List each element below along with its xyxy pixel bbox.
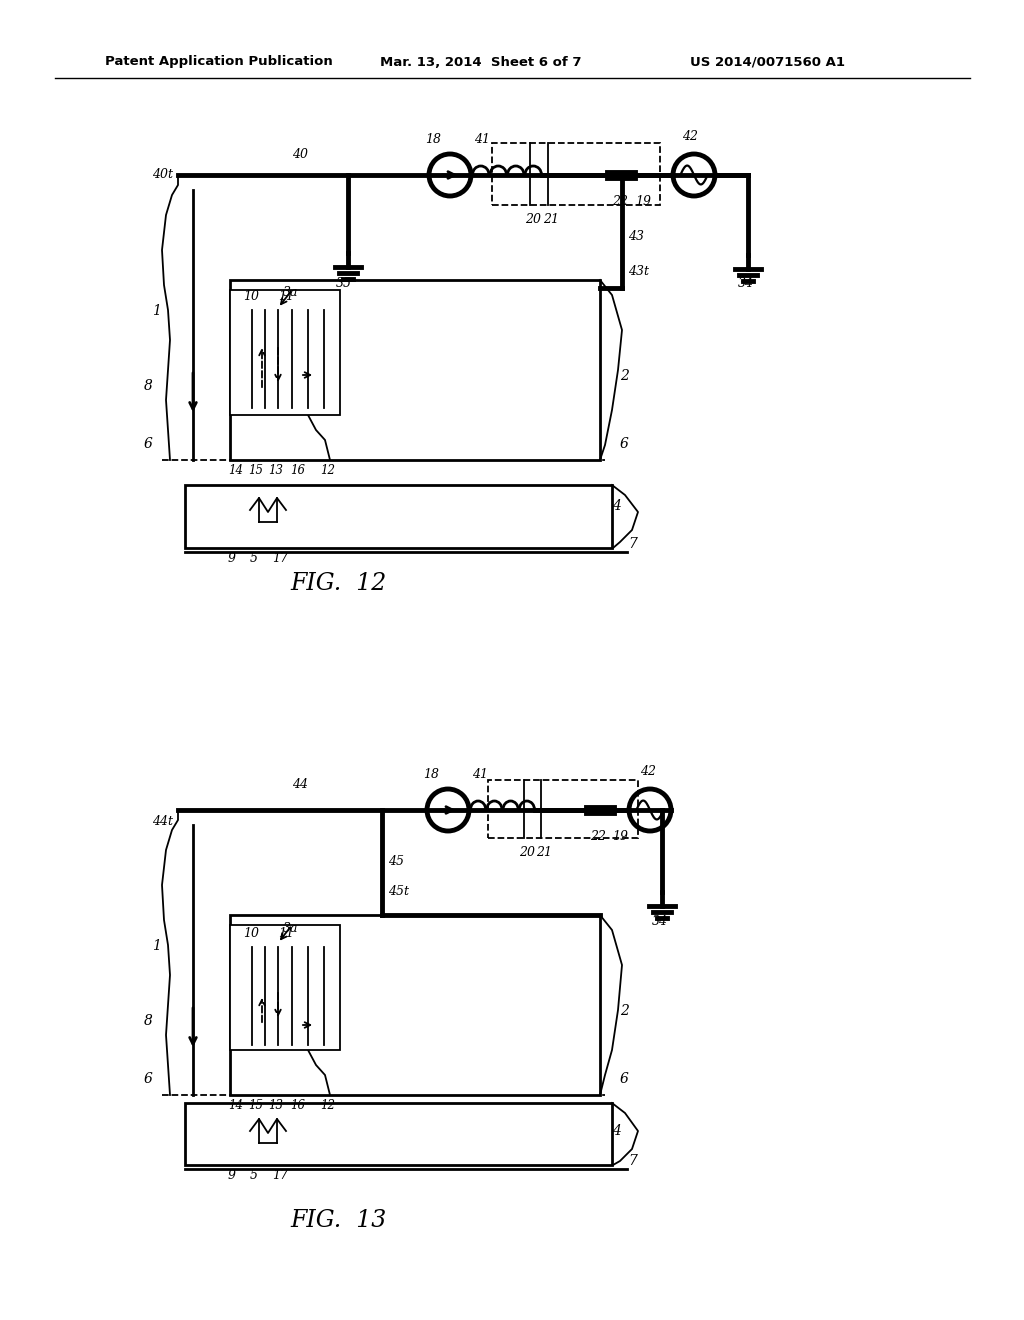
Text: 34: 34	[738, 277, 754, 290]
Text: 45t: 45t	[388, 884, 409, 898]
Text: 17: 17	[272, 552, 288, 565]
Text: 15: 15	[248, 465, 263, 477]
Text: 11: 11	[278, 290, 294, 304]
Text: 12: 12	[319, 1100, 335, 1111]
Bar	[230, 925, 340, 1049]
Text: 5: 5	[250, 552, 258, 565]
Text: FIG.  12: FIG. 12	[290, 572, 386, 595]
Text: Patent Application Publication: Patent Application Publication	[105, 55, 333, 69]
Text: FIG.  13: FIG. 13	[290, 1209, 386, 1232]
Text: 9: 9	[228, 552, 236, 565]
Text: 40: 40	[292, 148, 308, 161]
Text: 20: 20	[519, 846, 535, 859]
Text: 22: 22	[590, 830, 606, 843]
Text: 16: 16	[290, 465, 305, 477]
Text: 9: 9	[228, 1170, 236, 1181]
Text: 6: 6	[620, 1072, 629, 1086]
Bar	[230, 280, 600, 459]
Text: 8: 8	[144, 379, 153, 393]
Text: 4: 4	[612, 499, 621, 513]
Text: 13: 13	[268, 465, 283, 477]
Text: 6: 6	[144, 1072, 153, 1086]
Bar	[185, 484, 612, 548]
Text: 40t: 40t	[152, 168, 173, 181]
Text: 16: 16	[290, 1100, 305, 1111]
Text: 1: 1	[152, 304, 161, 318]
Text: 6: 6	[620, 437, 629, 451]
Text: 4: 4	[612, 1125, 621, 1138]
Text: US 2014/0071560 A1: US 2014/0071560 A1	[690, 55, 845, 69]
Text: 35: 35	[336, 277, 352, 290]
Text: 44: 44	[292, 777, 308, 791]
Text: 14: 14	[228, 1100, 243, 1111]
Text: 11: 11	[278, 927, 294, 940]
Text: 21: 21	[536, 846, 552, 859]
Text: 2: 2	[620, 1005, 629, 1018]
Text: 7: 7	[628, 1154, 637, 1168]
Text: 5: 5	[250, 1170, 258, 1181]
Text: 6: 6	[144, 437, 153, 451]
Text: 18: 18	[423, 768, 439, 781]
Text: 22: 22	[612, 195, 628, 209]
Bar	[185, 1104, 612, 1166]
Text: 43: 43	[628, 230, 644, 243]
Text: 12: 12	[319, 465, 335, 477]
Text: 7: 7	[628, 537, 637, 550]
Text: 42: 42	[682, 129, 698, 143]
Bar	[230, 290, 340, 414]
Text: 42: 42	[640, 766, 656, 777]
Text: 2: 2	[620, 370, 629, 383]
Text: 8: 8	[144, 1014, 153, 1028]
Text: 43t: 43t	[628, 265, 649, 279]
Bar	[230, 915, 600, 1096]
Text: 44t: 44t	[152, 814, 173, 828]
Text: 41: 41	[474, 133, 490, 147]
Text: 20: 20	[525, 213, 541, 226]
Text: Mar. 13, 2014  Sheet 6 of 7: Mar. 13, 2014 Sheet 6 of 7	[380, 55, 582, 69]
Text: 1: 1	[152, 939, 161, 953]
Text: 10: 10	[243, 290, 259, 304]
Text: 18: 18	[425, 133, 441, 147]
Text: 10: 10	[243, 927, 259, 940]
Bar	[488, 780, 638, 838]
Text: 19: 19	[635, 195, 651, 209]
Text: 19: 19	[612, 830, 628, 843]
Text: 34: 34	[652, 915, 668, 928]
Text: 45: 45	[388, 855, 404, 869]
Text: 15: 15	[248, 1100, 263, 1111]
Text: 14: 14	[228, 465, 243, 477]
Text: 13: 13	[268, 1100, 283, 1111]
Bar	[492, 143, 660, 205]
Text: 3a: 3a	[283, 921, 299, 935]
Text: 3a: 3a	[283, 286, 299, 300]
Text: 17: 17	[272, 1170, 288, 1181]
Text: 41: 41	[472, 768, 488, 781]
Text: 21: 21	[543, 213, 559, 226]
